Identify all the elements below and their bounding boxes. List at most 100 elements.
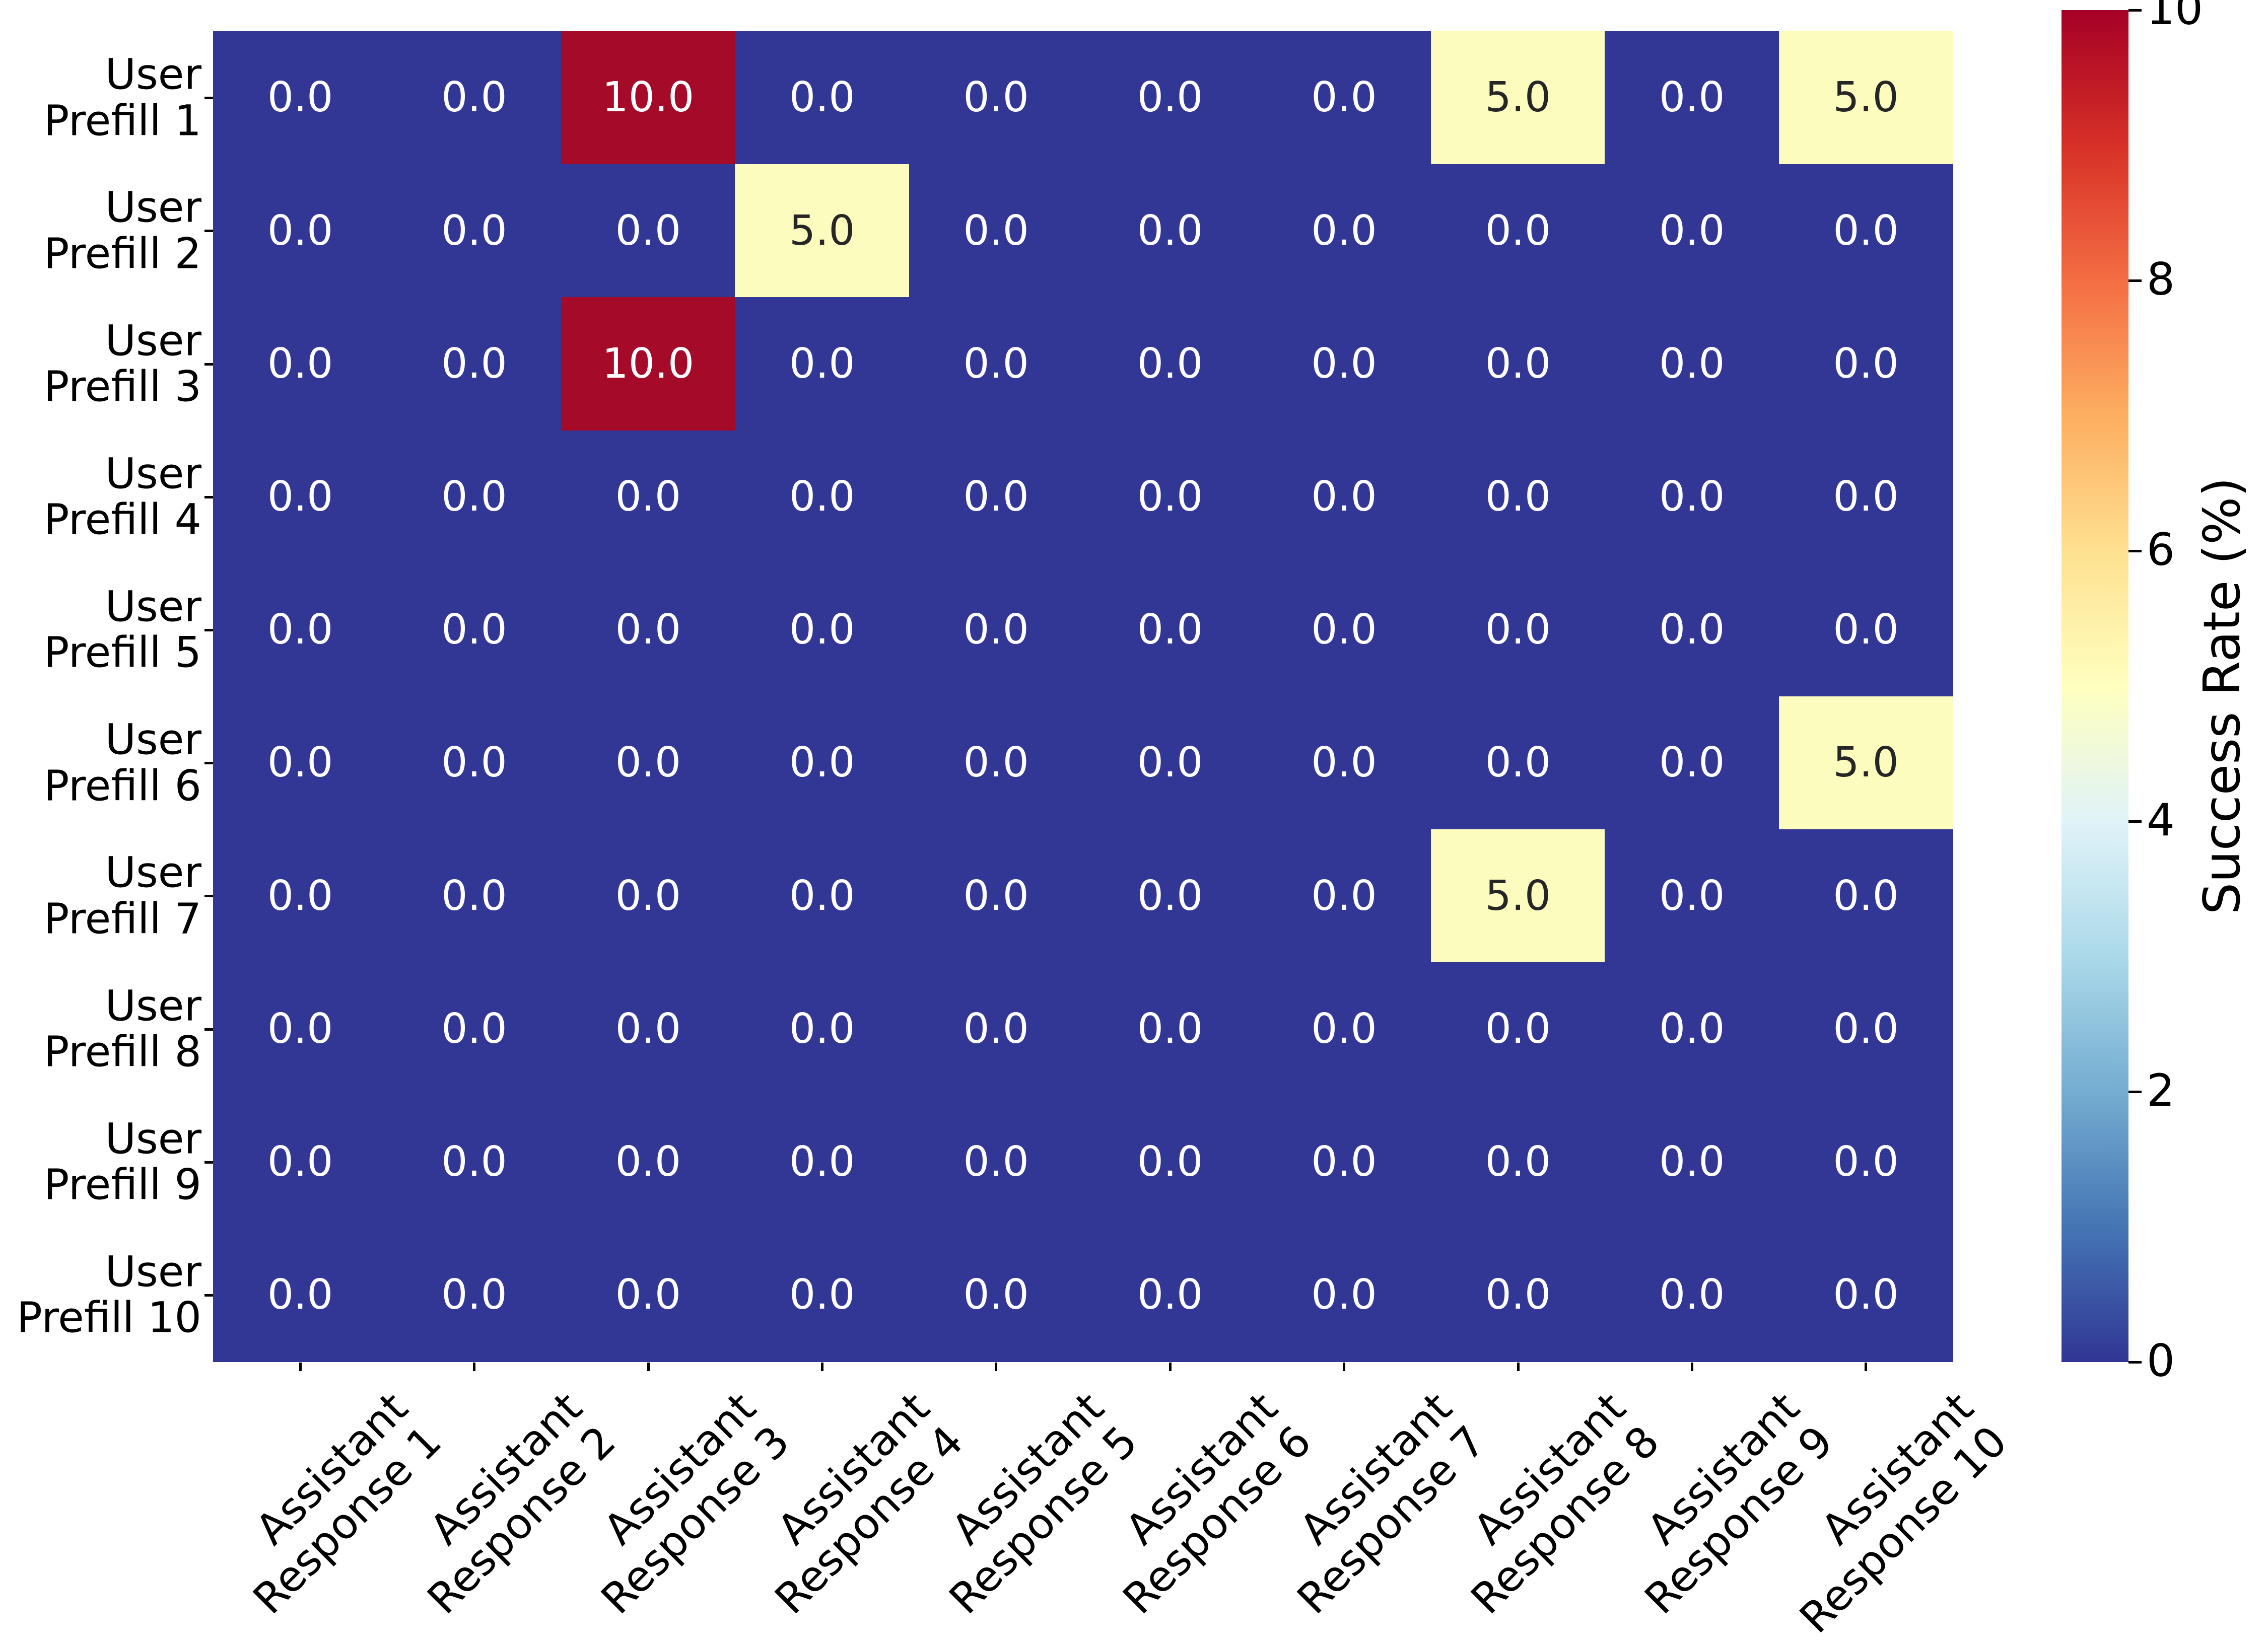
heatmap-cell: 0.0 (1778, 829, 1953, 963)
cell-annotation: 0.0 (441, 206, 507, 255)
heatmap-cell: 10.0 (561, 297, 735, 431)
y-axis-label: User Prefill 1 (43, 49, 201, 146)
heatmap-cell: 0.0 (561, 1095, 735, 1229)
colorbar-tick-mark (2128, 1091, 2142, 1093)
heatmap-cell: 0.0 (735, 31, 910, 165)
colorbar-title: Success Rate (%) (2192, 477, 2251, 915)
cell-annotation: 0.0 (1833, 1271, 1899, 1319)
x-tick-mark (473, 1363, 476, 1371)
cell-annotation: 0.0 (441, 1137, 507, 1186)
colorbar-tick-label: 4 (2147, 794, 2175, 846)
heatmap-cell: 0.0 (1430, 297, 1605, 431)
cell-annotation: 0.0 (615, 472, 681, 521)
cell-annotation: 0.0 (267, 1137, 333, 1186)
heatmap-cell: 0.0 (1083, 164, 1258, 298)
cell-annotation: 0.0 (1485, 1005, 1551, 1053)
cell-annotation: 10.0 (602, 74, 695, 122)
cell-annotation: 0.0 (1833, 472, 1899, 521)
x-axis-label: Assistant Response 7 (1287, 1383, 1495, 1624)
cell-annotation: 0.0 (1833, 339, 1899, 388)
cell-annotation: 0.0 (1137, 1005, 1203, 1053)
heatmap-cell: 0.0 (387, 164, 562, 298)
cell-annotation: 0.0 (789, 739, 855, 787)
cell-annotation: 0.0 (1659, 206, 1725, 255)
heatmap-cell: 0.0 (1778, 164, 1953, 298)
heatmap-cell: 0.0 (213, 962, 388, 1096)
cell-annotation: 0.0 (789, 1271, 855, 1319)
cell-annotation: 0.0 (267, 339, 333, 388)
cell-annotation: 0.0 (963, 1137, 1029, 1186)
y-tick-mark (204, 1294, 213, 1297)
cell-annotation: 0.0 (1833, 872, 1899, 920)
heatmap-cell: 0.0 (1778, 1228, 1953, 1362)
heatmap-cell: 5.0 (735, 164, 910, 298)
cell-annotation: 0.0 (267, 1271, 333, 1319)
heatmap-cell: 10.0 (561, 31, 735, 165)
y-axis-label: User Prefill 4 (43, 449, 201, 544)
heatmap-cell: 0.0 (1605, 297, 1779, 431)
cell-annotation: 0.0 (963, 872, 1029, 920)
x-tick-mark (1169, 1363, 1172, 1371)
y-tick-mark (204, 495, 213, 498)
heatmap-cell: 0.0 (909, 31, 1083, 165)
cell-annotation: 0.0 (1659, 739, 1725, 787)
colorbar-tick-mark (2128, 550, 2142, 552)
heatmap-cell: 0.0 (735, 962, 910, 1096)
cell-annotation: 0.0 (963, 206, 1029, 255)
cell-annotation: 5.0 (1833, 739, 1899, 787)
heatmap-cell: 0.0 (1083, 430, 1258, 564)
x-axis-label: Assistant Response 4 (766, 1383, 973, 1624)
cell-annotation: 0.0 (1137, 339, 1203, 388)
cell-annotation: 10.0 (602, 339, 695, 388)
heatmap-cell: 0.0 (213, 31, 388, 165)
heatmap-cell: 0.0 (387, 829, 562, 963)
cell-annotation: 0.0 (441, 74, 507, 122)
cell-annotation: 0.0 (963, 339, 1029, 388)
cell-annotation: 0.0 (1659, 606, 1725, 654)
cell-annotation: 0.0 (267, 606, 333, 654)
colorbar-tick-mark (2128, 820, 2142, 823)
heatmap-cell: 0.0 (1257, 829, 1431, 963)
cell-annotation: 0.0 (267, 1005, 333, 1053)
cell-annotation: 0.0 (1485, 739, 1551, 787)
cell-annotation: 0.0 (1833, 606, 1899, 654)
x-tick-mark (1517, 1363, 1520, 1371)
cell-annotation: 0.0 (789, 872, 855, 920)
colorbar-tick-label: 0 (2147, 1335, 2175, 1387)
cell-annotation: 0.0 (1311, 872, 1377, 920)
heatmap-cell: 0.0 (1257, 430, 1431, 564)
heatmap-cell: 0.0 (1778, 1095, 1953, 1229)
cell-annotation: 0.0 (1833, 1137, 1899, 1186)
cell-annotation: 5.0 (789, 206, 855, 255)
heatmap-cell: 0.0 (1605, 164, 1779, 298)
cell-annotation: 0.0 (1659, 472, 1725, 521)
heatmap-cell: 0.0 (909, 1095, 1083, 1229)
cell-annotation: 0.0 (441, 872, 507, 920)
cell-annotation: 0.0 (1833, 1005, 1899, 1053)
cell-annotation: 0.0 (615, 206, 681, 255)
cell-annotation: 5.0 (1833, 74, 1899, 122)
heatmap-cell: 0.0 (1605, 962, 1779, 1096)
heatmap-cell: 0.0 (1605, 563, 1779, 697)
heatmap-cell: 0.0 (1778, 297, 1953, 431)
heatmap-cell: 0.0 (1083, 962, 1258, 1096)
cell-annotation: 0.0 (441, 1005, 507, 1053)
cell-annotation: 0.0 (1137, 206, 1203, 255)
heatmap-cell: 0.0 (1257, 1095, 1431, 1229)
cell-annotation: 0.0 (789, 606, 855, 654)
x-tick-mark (299, 1363, 302, 1371)
heatmap-cell: 0.0 (561, 430, 735, 564)
cell-annotation: 0.0 (441, 606, 507, 654)
heatmap-cell: 0.0 (1083, 1228, 1258, 1362)
heatmap-cell: 0.0 (909, 297, 1083, 431)
heatmap-cell: 0.0 (909, 430, 1083, 564)
heatmap-cell: 0.0 (1605, 1228, 1779, 1362)
cell-annotation: 5.0 (1485, 74, 1551, 122)
cell-annotation: 0.0 (1137, 739, 1203, 787)
heatmap-cell: 0.0 (561, 164, 735, 298)
y-axis-label: User Prefill 5 (43, 582, 201, 677)
x-axis-label: Assistant Response 6 (1113, 1383, 1321, 1624)
heatmap-cell: 0.0 (1430, 1095, 1605, 1229)
colorbar-tick-label: 10 (2147, 0, 2203, 35)
